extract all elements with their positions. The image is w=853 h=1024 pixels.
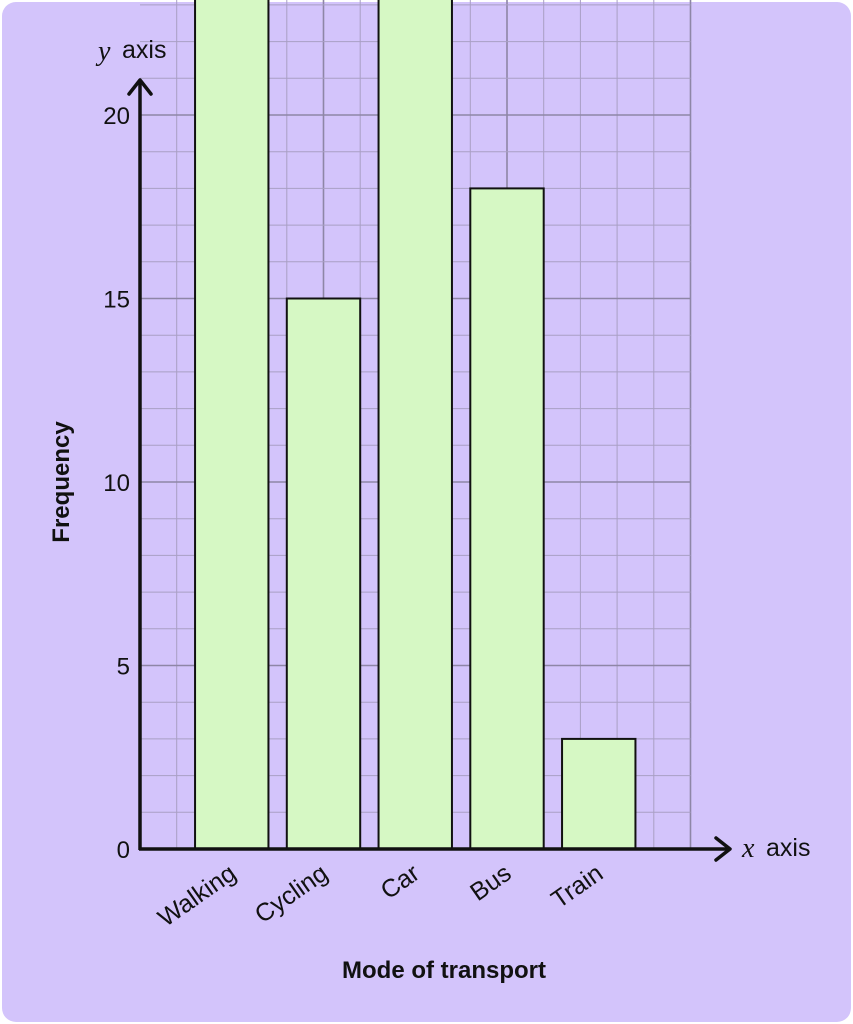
y-tick-label: 0 (117, 837, 130, 864)
bar-car (377, 0, 453, 850)
bar-walking (194, 0, 270, 851)
x-axis-arrow (714, 836, 732, 862)
x-tick-label: Walking (153, 859, 241, 932)
y-axis-name: axis (122, 36, 166, 64)
y-axis-title: Frequency (48, 421, 75, 543)
bar-cycling (285, 297, 362, 850)
x-tick-label: Cycling (250, 859, 333, 929)
y-tick-labels: 05101520253035 (103, 103, 130, 864)
axes (127, 78, 732, 862)
x-axis-name: axis (766, 834, 810, 862)
bar-train (561, 737, 637, 851)
x-tick-label: Bus (465, 859, 516, 907)
x-tick-label: Train (546, 859, 608, 914)
x-tick-label: Car (376, 859, 425, 905)
y-tick-label: 20 (103, 103, 130, 130)
y-axis-arrow (127, 78, 153, 96)
y-tick-label: 5 (117, 654, 130, 681)
bars (194, 0, 637, 851)
x-tick-labels: Walking Cycling Car Bus Train (153, 859, 608, 932)
y-axis-variable: y (95, 36, 111, 67)
x-axis-title: Mode of transport (342, 957, 546, 984)
y-tick-label: 10 (103, 470, 130, 497)
x-axis-variable: x (741, 833, 755, 864)
y-tick-label: 15 (103, 287, 130, 314)
bar-bus (469, 187, 545, 850)
